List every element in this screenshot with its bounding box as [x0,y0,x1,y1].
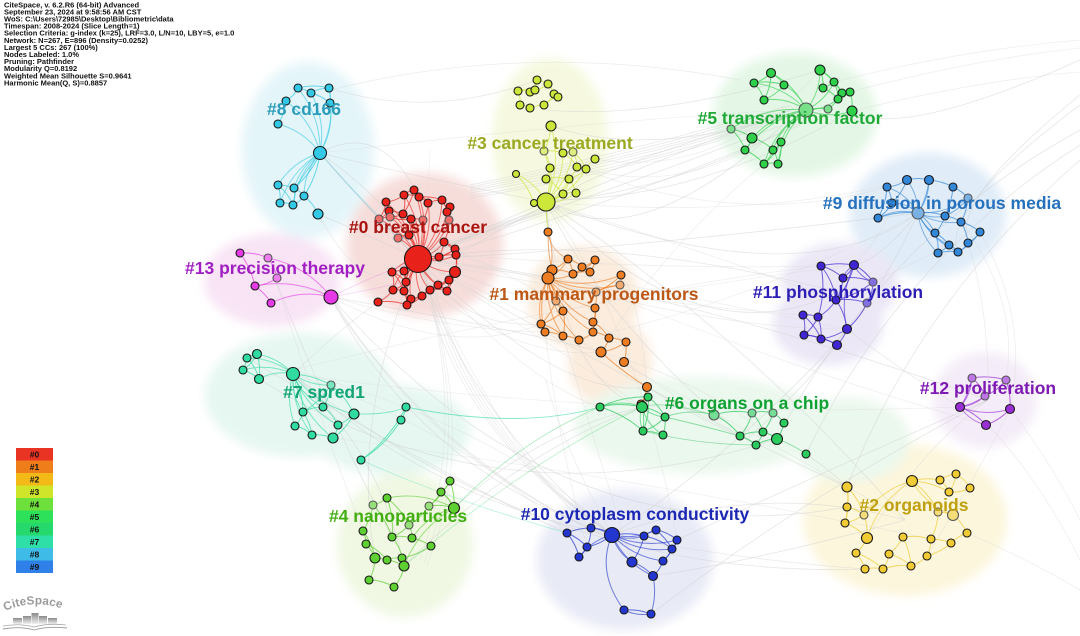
svg-text:Network: N=267, E=896 (Density: Network: N=267, E=896 (Density=0.0252) [4,36,149,45]
svg-text:#3 cancer treatment: #3 cancer treatment [467,133,633,153]
svg-text:#3: #3 [30,487,40,497]
svg-text:Selection Criteria: g-index (k: Selection Criteria: g-index (k=25), LRF=… [4,29,234,38]
svg-text:#6: #6 [30,524,40,534]
svg-text:#8 cd166: #8 cd166 [267,99,341,119]
svg-text:WoS: C:\Users\72985\Desktop\Bi: WoS: C:\Users\72985\Desktop\Bibliometric… [4,15,174,24]
svg-text:#6 organs on a chip: #6 organs on a chip [665,393,829,413]
svg-text:September 23, 2024 at 9:58:56: September 23, 2024 at 9:58:56 AM CST [4,7,142,16]
svg-text:#2: #2 [30,474,40,484]
svg-text:#2 organoids: #2 organoids [860,495,969,515]
svg-text:#8: #8 [30,549,40,559]
svg-text:#7 spred1: #7 spred1 [283,382,365,402]
svg-text:Nodes Labeled: 1.0%: Nodes Labeled: 1.0% [4,50,79,59]
svg-text:#9: #9 [30,562,40,572]
svg-text:#1: #1 [30,462,40,472]
svg-text:#9 diffusion in porous media: #9 diffusion in porous media [823,193,1061,213]
svg-text:#7: #7 [30,537,40,547]
svg-text:#1 mammary progenitors: #1 mammary progenitors [489,284,698,304]
svg-text:#0: #0 [30,449,40,459]
svg-text:Weighted Mean Silhouette S=0.9: Weighted Mean Silhouette S=0.9641 [4,71,132,80]
svg-text:#5 transcription factor: #5 transcription factor [698,108,883,128]
svg-text:Largest 5 CCs: 267 (100%): Largest 5 CCs: 267 (100%) [4,43,98,52]
svg-text:Harmonic Mean(Q, S)=0.8857: Harmonic Mean(Q, S)=0.8857 [4,78,107,87]
svg-text:#13 precision therapy: #13 precision therapy [185,258,365,278]
svg-text:#0 breast cancer: #0 breast cancer [349,217,487,237]
svg-text:Modularity Q=0.8192: Modularity Q=0.8192 [4,64,77,73]
svg-text:#4 nanoparticles: #4 nanoparticles [329,506,467,526]
svg-text:#5: #5 [30,512,40,522]
svg-text:#11 phosphorylation: #11 phosphorylation [753,282,923,302]
svg-text:CiteSpace, v. 6.2.R6 (64-bit): CiteSpace, v. 6.2.R6 (64-bit) Advanced [4,0,139,9]
svg-text:#10 cytoplasm conductivity: #10 cytoplasm conductivity [521,504,750,524]
svg-text:Pruning: Pathfinder: Pruning: Pathfinder [4,57,74,66]
svg-text:#12 proliferation: #12 proliferation [920,378,1056,398]
svg-text:Timespan: 2008-2024 (Slice Len: Timespan: 2008-2024 (Slice Length=1) [4,22,140,31]
svg-text:#4: #4 [30,499,40,509]
